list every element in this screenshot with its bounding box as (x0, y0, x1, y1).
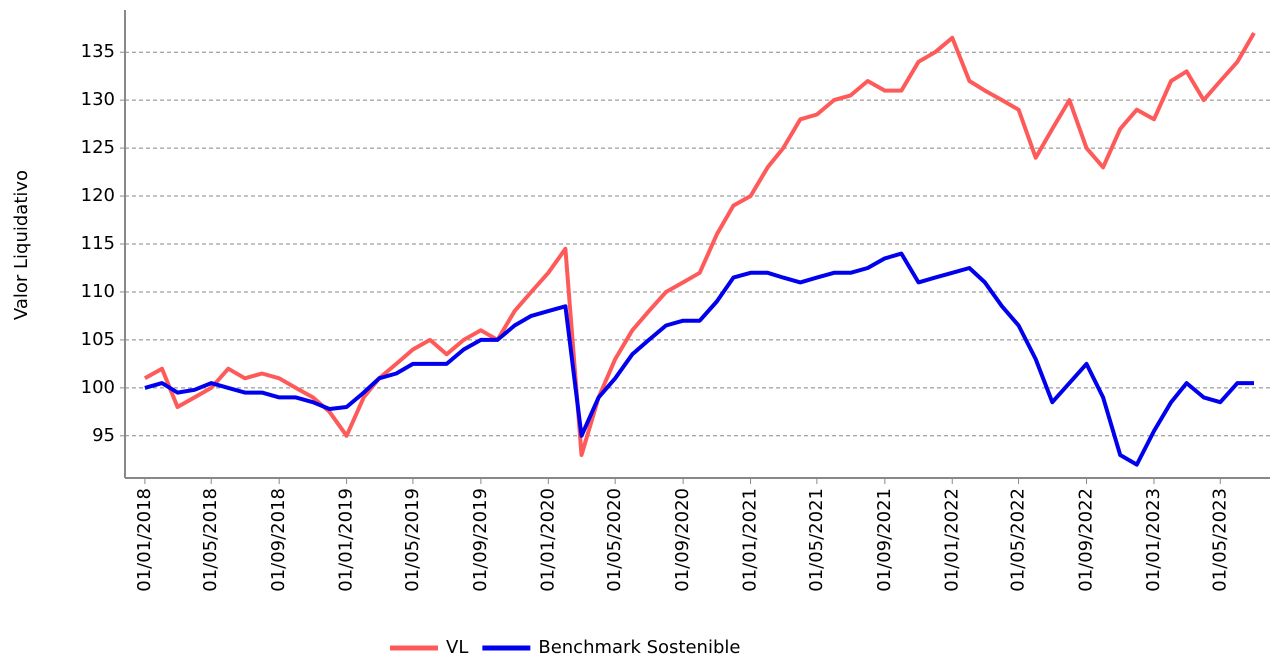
x-tick-label: 01/05/2021 (806, 488, 827, 592)
x-tick-label: 01/09/2019 (470, 488, 491, 592)
x-tick-label: 01/05/2018 (200, 488, 221, 592)
series-line (144, 251, 1254, 467)
series-line (143, 32, 1256, 457)
x-tick-label: 01/05/2023 (1209, 488, 1230, 592)
x-tick-label: 01/01/2022 (941, 488, 962, 592)
x-tick-label: 01/05/2022 (1008, 488, 1029, 592)
legend-label: Benchmark Sostenible (538, 637, 740, 658)
y-tick-label: 125 (81, 137, 115, 158)
y-tick-label: 120 (81, 185, 115, 206)
legend-label: VL (446, 637, 468, 658)
x-tick-label: 01/09/2021 (874, 488, 895, 592)
x-tick-label: 01/01/2020 (537, 488, 558, 592)
x-tick-label: 01/09/2018 (268, 488, 289, 592)
y-tick-label: 95 (92, 425, 115, 446)
x-tick-label: 01/05/2019 (402, 488, 423, 592)
x-tick-label: 01/01/2019 (336, 488, 357, 592)
x-tick-label: 01/01/2023 (1143, 488, 1164, 592)
y-tick-label: 115 (81, 233, 115, 254)
x-tick-label: 01/09/2022 (1076, 488, 1097, 592)
y-axis-label: Valor Liquidativo (11, 170, 32, 320)
x-tick-label: 01/01/2021 (740, 488, 761, 592)
x-tick-label: 01/01/2018 (134, 488, 155, 592)
y-tick-label: 105 (81, 329, 115, 350)
y-tick-label: 110 (81, 281, 115, 302)
x-tick-label: 01/05/2020 (604, 488, 625, 592)
x-tick-label: 01/09/2020 (672, 488, 693, 592)
y-tick-label: 130 (81, 89, 115, 110)
y-tick-label: 100 (81, 377, 115, 398)
y-tick-label: 135 (81, 41, 115, 62)
